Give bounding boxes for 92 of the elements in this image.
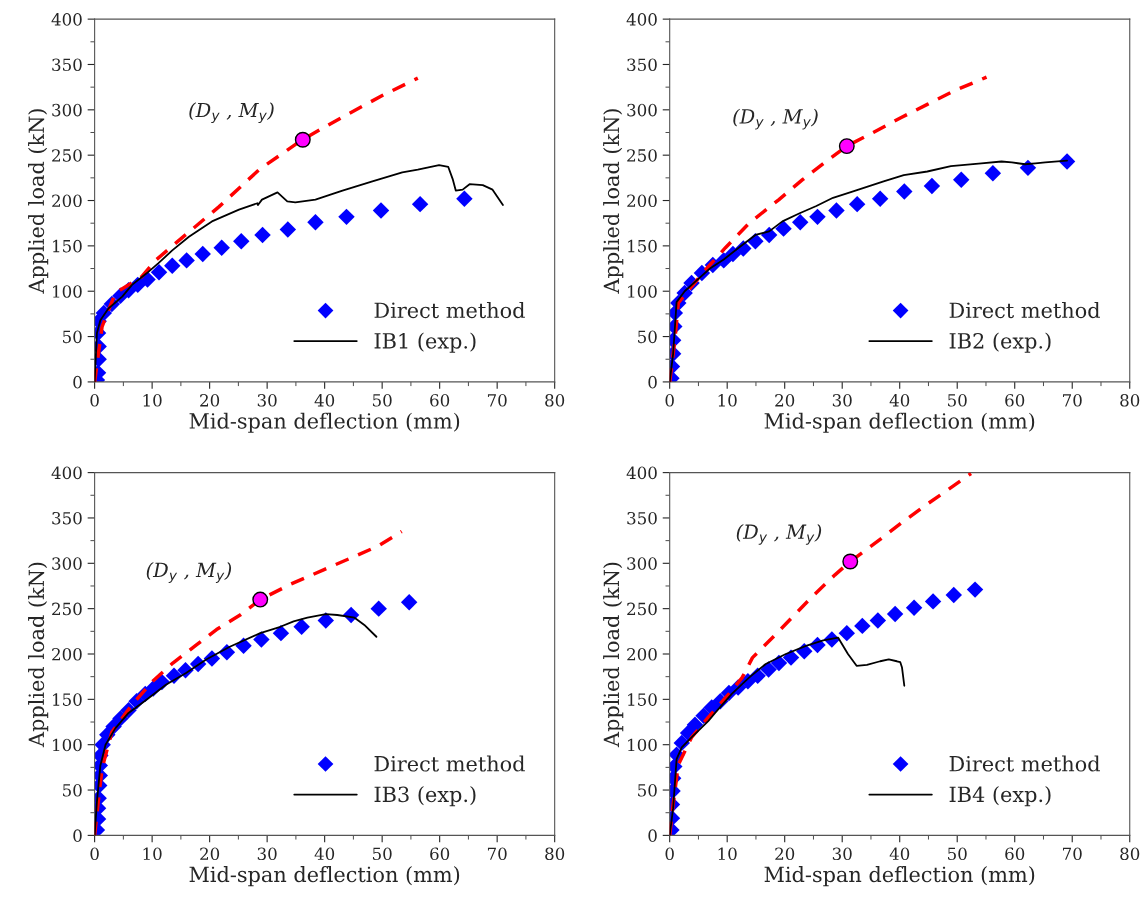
- y-tick-label: 250: [627, 602, 657, 616]
- x-axis-title: Mid-span deflection (mm): [764, 412, 1035, 433]
- x-tick-label: 70: [487, 847, 507, 861]
- x-axis-title: Mid-span deflection (mm): [189, 866, 460, 887]
- y-tick-label: 0: [73, 375, 82, 389]
- y-tick-label: 0: [648, 375, 657, 389]
- x-tick-label: 30: [832, 847, 852, 861]
- x-tick-label: 60: [1005, 394, 1025, 407]
- y-tick-label: 200: [627, 647, 657, 661]
- y-tick-label: 50: [638, 784, 657, 797]
- x-tick-label: 30: [832, 394, 852, 407]
- y-tick-label: 50: [63, 330, 82, 344]
- annotation: (D$_{y}$ , M$_{y}$): [733, 108, 818, 130]
- y-tick-label: 0: [73, 829, 82, 842]
- x-tick-label: 40: [314, 847, 335, 861]
- legend-label: IB1 (exp.): [374, 332, 476, 353]
- y-tick-label: 300: [52, 103, 82, 117]
- x-tick-label: 60: [1005, 847, 1025, 861]
- y-tick-label: 150: [53, 693, 82, 706]
- y-tick-label: 100: [628, 738, 657, 752]
- x-tick-label: 30: [257, 394, 277, 407]
- y-tick-label: 300: [627, 557, 657, 570]
- x-tick-label: 40: [314, 394, 335, 407]
- legend-label: Direct method: [949, 755, 1100, 772]
- y-tick-label: 150: [628, 239, 657, 253]
- y-tick-label: 200: [52, 647, 82, 661]
- y-axis-title: Applied load (kN): [28, 109, 49, 294]
- x-axis-title: Mid-span deflection (mm): [764, 866, 1035, 887]
- legend-label: IB2 (exp.): [949, 332, 1051, 353]
- y-tick-label: 200: [52, 194, 82, 208]
- x-tick-label: 30: [257, 847, 277, 861]
- y-tick-label: 100: [53, 738, 82, 752]
- annotation: (D$_{y}$ , M$_{y}$): [189, 102, 274, 124]
- legend-label: Direct method: [949, 302, 1100, 319]
- x-tick-label: 50: [372, 847, 392, 861]
- x-axis-title: Mid-span deflection (mm): [189, 412, 460, 433]
- x-tick-label: 0: [90, 394, 99, 407]
- y-tick-label: 400: [51, 466, 82, 480]
- x-tick-label: 40: [889, 847, 910, 861]
- x-tick-label: 80: [545, 847, 565, 861]
- legend-label: Direct method: [374, 755, 525, 772]
- y-tick-label: 0: [648, 829, 657, 842]
- legend-label: IB3 (exp.): [374, 786, 476, 807]
- y-tick-label: 100: [628, 285, 657, 298]
- x-tick-label: 40: [889, 394, 910, 407]
- x-tick-label: 10: [718, 394, 737, 407]
- y-axis-title: Applied load (kN): [603, 109, 624, 294]
- x-tick-label: 20: [200, 847, 220, 861]
- x-tick-label: 10: [143, 394, 162, 407]
- x-tick-label: 0: [665, 394, 674, 407]
- x-tick-label: 70: [1063, 847, 1082, 861]
- y-axis-title: Applied load (kN): [603, 562, 624, 748]
- y-tick-label: 250: [627, 149, 657, 162]
- y-tick-label: 400: [51, 13, 82, 26]
- y-tick-label: 50: [63, 784, 82, 797]
- x-tick-label: 20: [775, 847, 795, 861]
- x-tick-label: 0: [90, 847, 99, 861]
- x-tick-label: 50: [372, 394, 392, 407]
- y-tick-label: 350: [52, 511, 82, 525]
- x-tick-label: 70: [1063, 394, 1082, 407]
- legend-label: Direct method: [374, 302, 525, 319]
- y-tick-label: 200: [627, 194, 657, 208]
- annotation: (D$_{y}$ , M$_{y}$): [736, 524, 822, 545]
- y-tick-label: 250: [52, 149, 82, 162]
- x-tick-label: 50: [948, 394, 967, 407]
- y-tick-label: 50: [638, 330, 657, 344]
- y-tick-label: 300: [52, 557, 82, 570]
- x-tick-label: 10: [143, 847, 162, 861]
- y-tick-label: 300: [627, 103, 657, 117]
- x-tick-label: 60: [430, 847, 450, 861]
- x-tick-label: 80: [1120, 847, 1140, 861]
- y-tick-label: 150: [53, 239, 82, 253]
- y-tick-label: 400: [626, 466, 657, 480]
- y-tick-label: 350: [627, 511, 657, 525]
- y-tick-label: 400: [626, 13, 657, 26]
- x-tick-label: 20: [200, 394, 220, 407]
- x-tick-label: 10: [718, 847, 737, 861]
- x-tick-label: 70: [487, 394, 507, 407]
- x-tick-label: 60: [430, 394, 450, 407]
- legend-label: IB4 (exp.): [949, 786, 1051, 807]
- x-tick-label: 20: [775, 394, 795, 407]
- y-tick-label: 250: [52, 602, 82, 616]
- annotation: (D$_{y}$ , M$_{y}$): [146, 562, 232, 583]
- x-tick-label: 80: [545, 394, 565, 407]
- y-tick-label: 350: [52, 58, 82, 72]
- x-tick-label: 50: [948, 847, 967, 861]
- y-tick-label: 150: [628, 693, 657, 706]
- x-tick-label: 80: [1120, 394, 1140, 407]
- y-axis-title: Applied load (kN): [28, 562, 49, 748]
- y-tick-label: 350: [627, 58, 657, 72]
- x-tick-label: 0: [665, 847, 674, 861]
- y-tick-label: 100: [53, 285, 82, 298]
